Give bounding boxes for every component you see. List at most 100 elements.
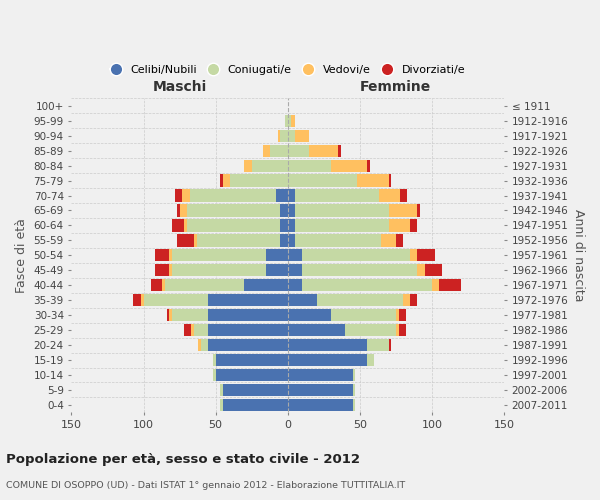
Bar xyxy=(223,384,287,396)
Bar xyxy=(197,234,280,246)
Bar xyxy=(172,309,208,322)
Bar xyxy=(357,174,389,186)
Bar xyxy=(331,160,367,172)
Bar xyxy=(389,174,391,186)
Bar xyxy=(208,339,287,351)
Bar xyxy=(187,220,280,232)
Bar xyxy=(167,309,169,322)
Bar xyxy=(287,204,295,216)
Bar xyxy=(176,234,194,246)
Bar xyxy=(155,249,169,262)
Bar xyxy=(287,220,295,232)
Bar xyxy=(165,279,244,291)
Bar xyxy=(287,264,302,276)
Bar xyxy=(220,384,223,396)
Bar xyxy=(418,204,421,216)
Bar xyxy=(194,324,208,336)
Bar xyxy=(184,324,191,336)
Bar xyxy=(295,234,382,246)
Text: COMUNE DI OSOPPO (UD) - Dati ISTAT 1° gennaio 2012 - Elaborazione TUTTITALIA.IT: COMUNE DI OSOPPO (UD) - Dati ISTAT 1° ge… xyxy=(6,480,405,490)
Bar xyxy=(382,234,396,246)
Bar xyxy=(133,294,140,306)
Bar xyxy=(389,339,391,351)
Bar xyxy=(346,324,396,336)
Bar xyxy=(290,114,295,127)
Bar xyxy=(338,144,341,157)
Bar xyxy=(276,190,287,202)
Bar xyxy=(213,369,215,381)
Bar xyxy=(310,144,338,157)
Bar xyxy=(176,204,179,216)
Bar xyxy=(396,324,399,336)
Bar xyxy=(410,220,418,232)
Bar xyxy=(208,294,287,306)
Bar xyxy=(353,369,355,381)
Bar xyxy=(215,369,287,381)
Bar xyxy=(280,220,287,232)
Bar xyxy=(389,220,410,232)
Bar xyxy=(367,160,370,172)
Bar xyxy=(187,204,280,216)
Bar xyxy=(280,204,287,216)
Bar xyxy=(266,249,287,262)
Bar xyxy=(432,279,439,291)
Bar xyxy=(367,354,374,366)
Bar xyxy=(263,144,271,157)
Bar xyxy=(280,234,287,246)
Bar xyxy=(331,309,396,322)
Bar xyxy=(295,220,389,232)
Bar xyxy=(317,294,403,306)
Bar xyxy=(244,279,287,291)
Bar xyxy=(367,339,389,351)
Bar xyxy=(287,249,302,262)
Bar xyxy=(287,234,295,246)
Bar xyxy=(410,294,418,306)
Bar xyxy=(287,279,302,291)
Bar xyxy=(190,190,276,202)
Bar xyxy=(295,190,379,202)
Bar xyxy=(155,264,169,276)
Bar xyxy=(400,190,407,202)
Bar xyxy=(184,220,187,232)
Bar xyxy=(287,160,331,172)
Bar xyxy=(230,174,287,186)
Bar xyxy=(208,324,287,336)
Bar xyxy=(418,264,425,276)
Bar xyxy=(280,130,287,142)
Bar xyxy=(410,249,418,262)
Bar xyxy=(399,324,406,336)
Bar xyxy=(287,369,353,381)
Bar xyxy=(266,264,287,276)
Bar xyxy=(302,279,432,291)
Bar xyxy=(201,339,208,351)
Bar xyxy=(199,339,201,351)
Bar xyxy=(287,324,346,336)
Bar xyxy=(220,399,223,411)
Text: Maschi: Maschi xyxy=(152,80,206,94)
Bar xyxy=(295,130,310,142)
Bar xyxy=(278,130,280,142)
Bar xyxy=(287,130,295,142)
Bar xyxy=(151,279,162,291)
Y-axis label: Anni di nascita: Anni di nascita xyxy=(572,209,585,302)
Bar xyxy=(213,354,215,366)
Bar xyxy=(287,174,357,186)
Bar xyxy=(389,204,418,216)
Text: Femmine: Femmine xyxy=(360,80,431,94)
Bar xyxy=(287,294,317,306)
Bar xyxy=(287,144,310,157)
Bar xyxy=(285,114,287,127)
Legend: Celibi/Nubili, Coniugati/e, Vedovi/e, Divorziati/e: Celibi/Nubili, Coniugati/e, Vedovi/e, Di… xyxy=(106,60,470,80)
Bar xyxy=(295,204,389,216)
Bar xyxy=(215,354,287,366)
Bar xyxy=(223,399,287,411)
Bar xyxy=(244,160,251,172)
Bar xyxy=(179,204,187,216)
Bar xyxy=(220,174,223,186)
Text: Popolazione per età, sesso e stato civile - 2012: Popolazione per età, sesso e stato civil… xyxy=(6,452,360,466)
Bar xyxy=(251,160,287,172)
Bar xyxy=(169,264,172,276)
Bar xyxy=(140,294,143,306)
Bar xyxy=(287,399,353,411)
Bar xyxy=(399,309,406,322)
